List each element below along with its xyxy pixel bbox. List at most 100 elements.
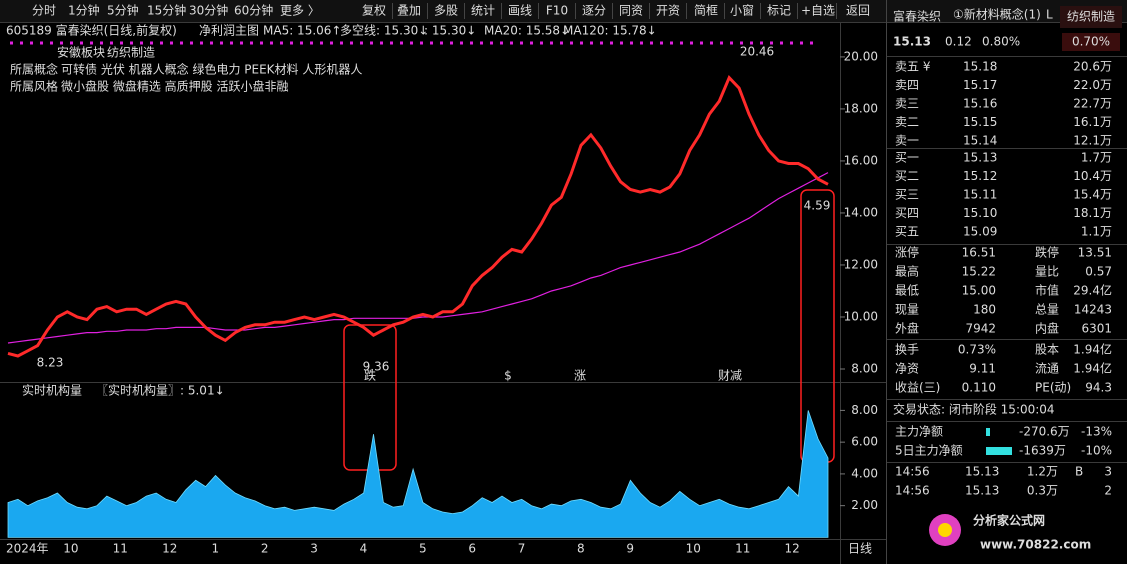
signal: 减 <box>730 369 742 383</box>
book-price: 15.17 <box>963 78 997 92</box>
book-price: 15.18 <box>963 60 997 74</box>
book-label: 卖四 <box>895 78 919 92</box>
stat-value: 0.57 <box>1085 265 1112 279</box>
stat-label: 收益(三) <box>895 381 940 395</box>
tab[interactable]: 30分钟 <box>189 3 228 18</box>
book-label: 买二 <box>895 169 919 183</box>
x-tick-label: 7 <box>518 542 526 556</box>
tab[interactable]: 1分钟 <box>68 3 100 18</box>
stat-label: 总量 <box>1035 303 1059 317</box>
stat-label: 现量 <box>895 303 919 317</box>
tab[interactable]: 60分钟 <box>234 3 273 18</box>
highlight-box <box>800 189 835 463</box>
book-volume: 15.4万 <box>1073 188 1112 202</box>
toolbar-button[interactable]: 统计 <box>471 4 495 18</box>
signal: 涨 <box>574 368 586 383</box>
tick-price: 15.13 <box>965 465 999 479</box>
concept: ①新材料概念(1) <box>953 7 1041 22</box>
x-tick-label: 12 <box>784 542 799 556</box>
stat-value: 16.51 <box>962 246 996 260</box>
tick-volume: 0.3万 <box>1027 484 1058 498</box>
toolbar-button[interactable]: 画线 <box>508 4 532 18</box>
stat-value: 94.3 <box>1085 381 1112 395</box>
toolbar-button[interactable]: 逐分 <box>582 4 606 18</box>
indicator: : 15.30↓ <box>424 24 476 38</box>
stock-name: 富春染织 <box>893 9 941 24</box>
tab[interactable]: 更多 〉 <box>280 4 320 18</box>
concepts: 可转债 光伏 机器人概念 绿色电力 PEEK材料 人形机器人 <box>61 62 362 77</box>
flow-value: -270.6万 <box>1019 425 1070 439</box>
book-volume: 10.4万 <box>1073 169 1112 183</box>
annotation: 9.36 <box>363 360 390 374</box>
stat-value: 1.94亿 <box>1073 342 1112 357</box>
book-price: 15.15 <box>963 115 997 129</box>
stat-label: 量比 <box>1035 265 1059 279</box>
y-tick-label: 2.00 <box>851 498 878 512</box>
stat-label: 跌停 <box>1035 245 1059 260</box>
toolbar-button[interactable]: 简框 <box>694 4 718 18</box>
toolbar-button[interactable]: 多股 <box>434 4 458 18</box>
x-tick-label: 9 <box>626 542 634 556</box>
stat-value: 7942 <box>965 322 996 336</box>
template: 净利润主图 <box>199 24 259 38</box>
stat-label: 外盘 <box>895 321 919 336</box>
tab[interactable]: 5分钟 <box>107 3 139 18</box>
y-tick-label: 4.00 <box>851 466 878 480</box>
x-tick-label: 10 <box>686 542 701 556</box>
stat-value: 0.73% <box>958 343 996 357</box>
sub-title: 实时机构量 <box>22 383 82 398</box>
stat-value: 15.22 <box>962 265 996 279</box>
book-volume: 1.1万 <box>1081 225 1112 239</box>
book-label: 卖三 <box>895 97 919 111</box>
industry-pct: 0.70% <box>1072 35 1110 49</box>
book-label: 买一 <box>895 151 919 165</box>
annotation: 4.59 <box>804 199 831 213</box>
style-label: 所属风格 <box>10 79 58 94</box>
y-tick-label: 8.00 <box>851 361 878 375</box>
logo-name: 分析家公式网 <box>973 513 1045 528</box>
book-label: 买四 <box>895 206 919 220</box>
stat-label: 最低 <box>895 284 919 298</box>
stat-label: 涨停 <box>895 245 919 260</box>
price-line <box>7 75 829 358</box>
book-label: 卖二 <box>895 115 919 129</box>
toolbar-button[interactable]: 小窗 <box>730 4 754 18</box>
tab[interactable]: 15分钟 <box>147 3 186 18</box>
tick-time: 14:56 <box>895 484 930 498</box>
tab[interactable]: 分时 <box>32 4 56 18</box>
industry-pct-box <box>1062 33 1120 51</box>
concept-label: 所属概念 <box>10 62 58 77</box>
x-tick-label: 2 <box>261 542 269 556</box>
toolbar-button[interactable]: 开资 <box>656 4 680 18</box>
x-tick-label: 5 <box>419 542 427 556</box>
toolbar-button[interactable]: 同资 <box>619 4 643 18</box>
stat-label: 净资 <box>895 362 919 376</box>
x-tick-label: 12 <box>162 542 177 556</box>
book-price: 15.14 <box>963 134 997 148</box>
volume-area <box>7 410 829 538</box>
flow-pct: -10% <box>1081 444 1112 458</box>
highlight-box <box>343 324 397 471</box>
book-label: 买五 <box>895 225 919 239</box>
stat-value: 29.4亿 <box>1073 283 1112 298</box>
signal: 财 <box>718 369 730 383</box>
toolbar-button[interactable]: 返回 <box>846 4 870 18</box>
symbol: 605189 富春染织(日线,前复权) <box>6 23 177 38</box>
indicator: MA120: 15.78↓ <box>563 24 657 38</box>
toolbar-button[interactable]: 复权 <box>362 4 386 18</box>
toolbar-button[interactable]: 叠加 <box>397 4 421 18</box>
logo-icon-center <box>938 523 952 537</box>
y-tick-label: 8.00 <box>851 403 878 417</box>
x-tick-label: 6 <box>468 542 476 556</box>
toolbar-button[interactable]: +自选 <box>801 4 835 18</box>
stat-value: 1.94亿 <box>1073 361 1112 376</box>
sub-indicator: 〖实时机构量〗: 5.01↓ <box>96 383 225 398</box>
toolbar-button[interactable]: F10 <box>546 4 568 18</box>
x-tick-label: 3 <box>310 542 318 556</box>
toolbar-button[interactable]: 标记 <box>767 4 791 18</box>
stat-label: 市值 <box>1035 283 1059 298</box>
flow-label: 5日主力净额 <box>895 444 963 458</box>
book-volume: 18.1万 <box>1073 206 1112 220</box>
flow-bar <box>986 447 1012 455</box>
